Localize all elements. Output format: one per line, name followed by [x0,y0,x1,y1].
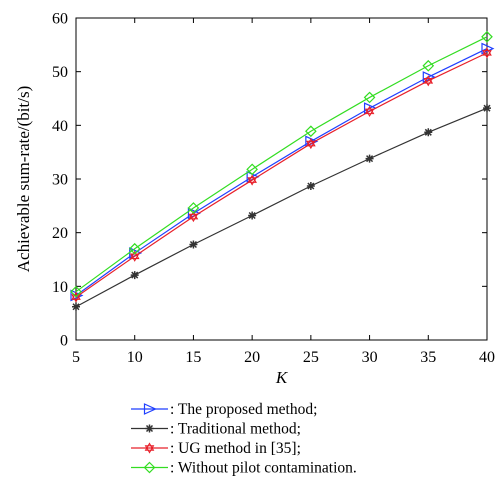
hexagram-part [188,210,199,220]
hexagram-part [364,108,375,117]
data-point [305,125,317,138]
hexagram-part [188,213,199,223]
x-tick-label: 15 [185,349,201,366]
series-3 [70,30,493,298]
data-point [424,128,433,137]
hexagram-part [144,442,155,451]
series-line [75,107,488,308]
data-point [482,47,492,59]
y-tick-label: 20 [52,225,68,242]
data-point [365,154,374,163]
series-2 [71,47,492,303]
data-point [189,240,198,249]
legend-marker [143,461,156,474]
y-tick-label: 10 [52,279,68,296]
legend-item-1: : Traditional method; [131,421,301,438]
data-point [71,291,81,303]
hexagram-part [129,250,140,260]
data-point [130,271,139,280]
data-point [423,75,434,87]
data-point [364,105,375,117]
plot-frame [75,17,488,341]
legend: : The proposed method; : Traditional meth… [131,401,357,477]
x-tick-label: 10 [127,349,143,366]
legend-marker [143,403,157,415]
hexagram-part [247,177,257,186]
series-line [75,52,488,298]
hexagram-part [482,47,492,56]
data-point [187,202,200,214]
hexagram-part [71,294,81,303]
data-point [248,211,257,220]
series-line [75,48,488,296]
series-layer [70,30,495,311]
series-1 [72,104,491,311]
data-point [306,181,315,190]
data-point [188,210,199,223]
data-point [247,174,257,186]
hexagram-part [482,50,492,59]
data-point [363,91,376,104]
y-tick-label: 30 [52,172,68,189]
legend-marker [145,424,154,433]
hexagram-part [423,75,434,84]
y-tick-label: 40 [52,118,68,135]
data-point [306,137,316,150]
data-point [483,104,491,113]
data-point [246,163,258,176]
legend-label: : Traditional method; [170,421,301,438]
legend-item-2: : UG method in [35]; [131,440,301,457]
hexagram-part [247,174,257,183]
x-tick-label: 20 [244,349,260,366]
series-line [75,36,488,293]
legend-marker [144,442,155,454]
y-tick-label: 0 [60,333,68,350]
data-point [481,30,493,43]
y-tick-label: 60 [52,11,68,28]
data-point [70,285,82,298]
hexagram-part [144,445,155,454]
legend-item-0: : The proposed method; [131,401,317,418]
x-tick-label: 5 [72,349,80,366]
data-point [422,71,436,83]
x-tick-label: 35 [420,349,436,366]
hexagram-part [306,140,316,150]
legend-label: : The proposed method; [170,401,317,418]
legend-label: : Without pilot contamination. [170,460,357,477]
x-tick-label: 30 [362,349,378,366]
hexagram-part [364,105,375,115]
data-point [128,242,141,255]
legend-item-3: : Without pilot contamination. [131,460,357,477]
legend-label: : UG method in [35]; [170,440,301,457]
y-axis-title: Achievable sum-rate/(bit/s) [14,86,33,272]
x-tick-label: 25 [303,349,319,366]
hexagram-part [423,77,434,87]
data-point [72,302,80,311]
data-point [422,59,435,72]
x-axis-title: K [275,368,289,387]
hexagram-part [306,137,316,147]
hexagram-part [71,291,81,300]
x-tick-label: 40 [479,349,495,366]
y-tick-label: 50 [52,64,68,81]
axes: 5 10 15 20 25 30 35 40 0 10 20 30 40 50 60 K Achievable … [14,11,495,388]
